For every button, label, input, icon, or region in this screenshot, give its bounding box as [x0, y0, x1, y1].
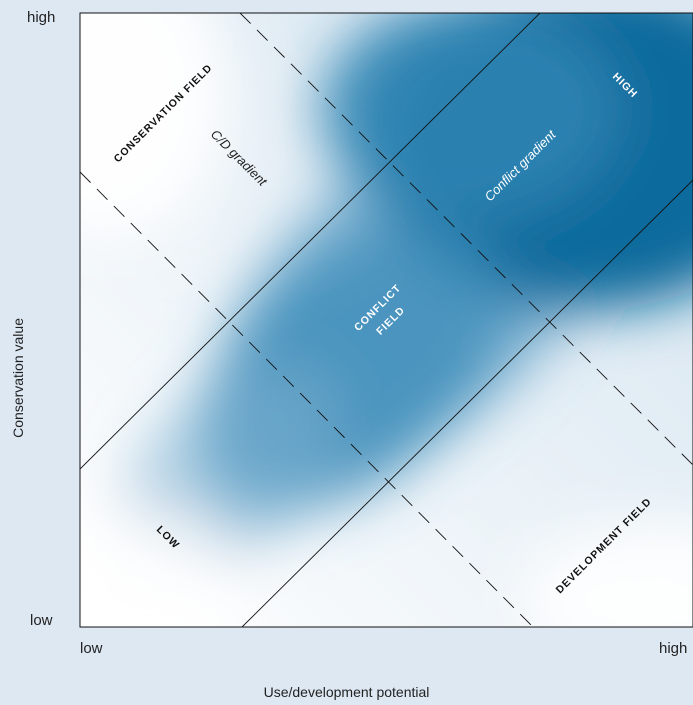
x-axis-label: Use/development potential: [263, 684, 430, 700]
plot-frame: [79, 12, 693, 628]
plot-area: [80, 13, 693, 627]
gradient-dashed-line-upper: [239, 13, 693, 466]
conflict-field-upper-line: [80, 13, 541, 470]
x-axis-high-tick: high: [659, 640, 688, 657]
conflict-field-lower-line: [241, 179, 693, 627]
y-axis-high-tick: high: [27, 9, 56, 26]
shading-layer: [80, 13, 693, 627]
x-axis-low-tick: low: [80, 640, 103, 657]
y-axis-low-tick: low: [30, 612, 53, 629]
gradient-dashed-line-lower: [80, 171, 534, 627]
